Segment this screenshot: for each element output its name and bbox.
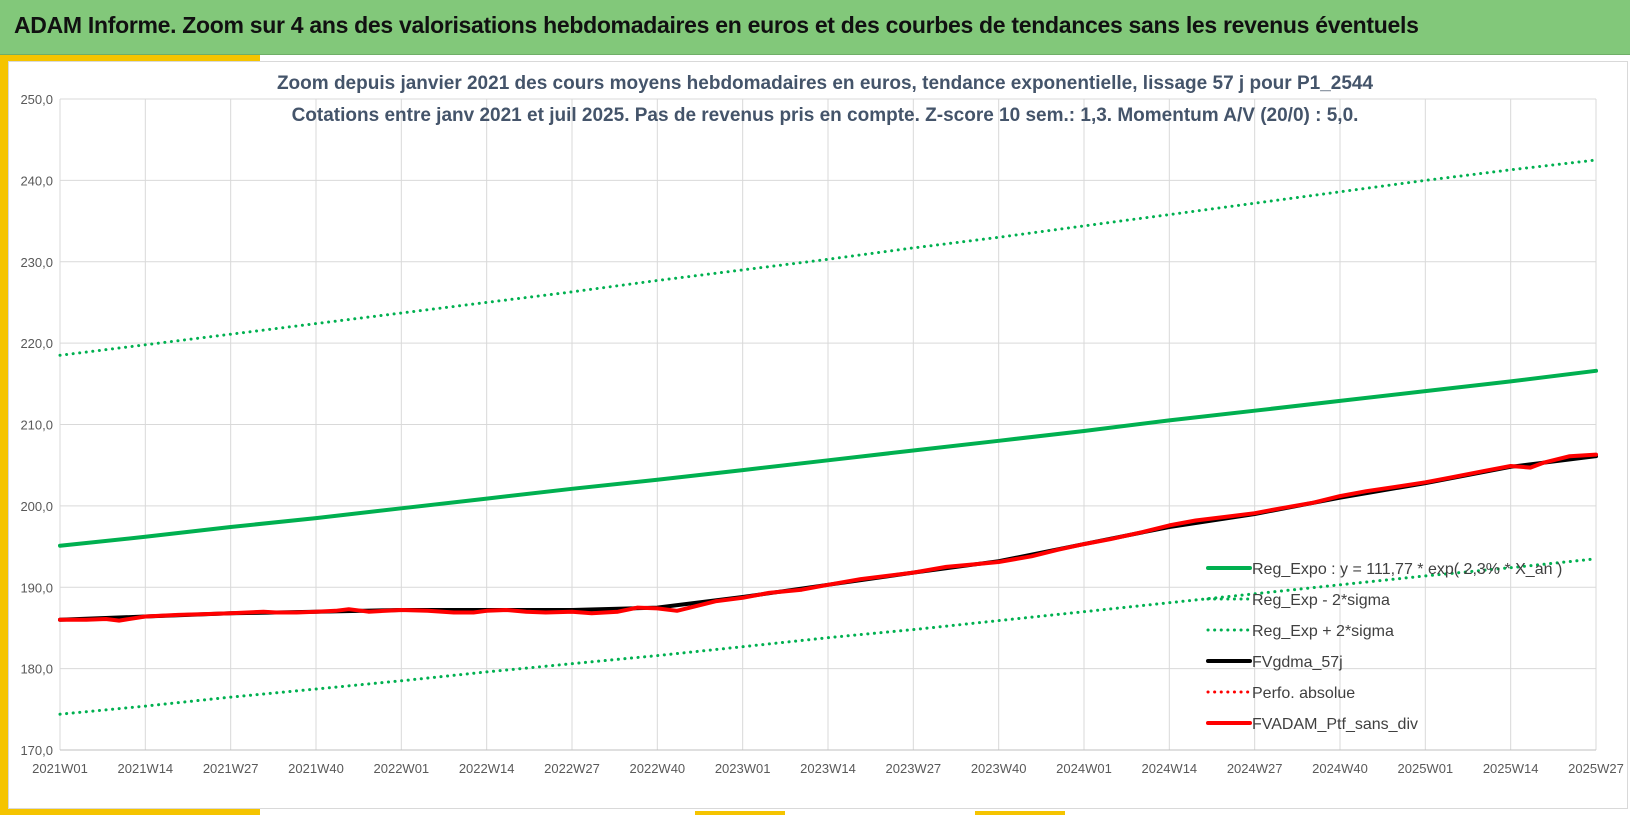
- legend-label-5: FVADAM_Ptf_sans_div: [1252, 716, 1418, 733]
- x-tick-label: 2023W27: [886, 761, 942, 776]
- chart-title: Zoom depuis janvier 2021 des cours moyen…: [277, 73, 1374, 94]
- x-tick-label: 2021W40: [288, 761, 344, 776]
- x-tick-label: 2024W14: [1142, 761, 1198, 776]
- y-tick-label: 190,0: [20, 580, 53, 595]
- x-tick-label: 2024W01: [1056, 761, 1112, 776]
- accent-bar-top: [0, 55, 260, 61]
- x-tick-label: 2022W14: [459, 761, 515, 776]
- accent-bar-bottom: [0, 809, 260, 815]
- x-tick-label: 2021W27: [203, 761, 259, 776]
- x-tick-label: 2024W27: [1227, 761, 1283, 776]
- legend-label-2: Reg_Exp + 2*sigma: [1252, 623, 1394, 640]
- x-tick-label: 2025W27: [1568, 761, 1624, 776]
- page-title: ADAM Informe. Zoom sur 4 ans des valoris…: [14, 12, 1419, 38]
- chart-subtitle: Cotations entre janv 2021 et juil 2025. …: [292, 105, 1359, 126]
- x-tick-label: 2022W40: [630, 761, 686, 776]
- x-axis-ticks: 2021W01 2021W14 2021W27 2021W40 2022W01 2022W…: [32, 761, 1624, 776]
- chart-legend: Reg_Expo : y = 111,77 * exp( 2,3% * X_an…: [1206, 561, 1562, 733]
- series-line-1: [58, 557, 1598, 716]
- series-line-5: [58, 452, 1598, 623]
- x-tick-label: 2021W01: [32, 761, 88, 776]
- legend-label-3: FVgdma_57j: [1252, 654, 1343, 671]
- y-tick-label: 200,0: [20, 499, 53, 514]
- y-tick-label: 230,0: [20, 255, 53, 270]
- chart-series: [58, 158, 1598, 716]
- x-tick-label: 2022W01: [374, 761, 430, 776]
- legend-label-1: Reg_Exp - 2*sigma: [1252, 592, 1390, 609]
- x-tick-label: 2025W01: [1398, 761, 1454, 776]
- x-tick-label: 2024W40: [1312, 761, 1368, 776]
- y-tick-label: 170,0: [20, 743, 53, 758]
- y-tick-label: 180,0: [20, 662, 53, 677]
- y-tick-label: 210,0: [20, 418, 53, 433]
- legend-label-4: Perfo. absolue: [1252, 685, 1355, 702]
- y-tick-label: 240,0: [20, 173, 53, 188]
- y-tick-label: 220,0: [20, 336, 53, 351]
- accent-bar-left: [0, 55, 8, 815]
- accent-bar-bottom-right: [975, 811, 1065, 815]
- y-tick-label: 250,0: [20, 92, 53, 107]
- x-tick-label: 2021W14: [118, 761, 174, 776]
- chart-frame: [8, 61, 1628, 809]
- header-banner: ADAM Informe. Zoom sur 4 ans des valoris…: [0, 0, 1630, 55]
- x-tick-label: 2022W27: [544, 761, 600, 776]
- accent-bar-bottom-mid: [695, 811, 785, 815]
- x-tick-label: 2023W40: [971, 761, 1027, 776]
- x-tick-label: 2023W14: [800, 761, 856, 776]
- y-axis-ticks: 170,0 180,0 190,0 200,0 210,0 220,0 230,0 240,0…: [20, 92, 53, 758]
- series-line-2: [58, 158, 1598, 357]
- x-tick-label: 2023W01: [715, 761, 771, 776]
- x-tick-label: 2025W14: [1483, 761, 1539, 776]
- series-line-0: [58, 368, 1598, 548]
- legend-label-0: Reg_Expo : y = 111,77 * exp( 2,3% * X_an…: [1252, 561, 1562, 578]
- chart-grid: [59, 98, 1597, 751]
